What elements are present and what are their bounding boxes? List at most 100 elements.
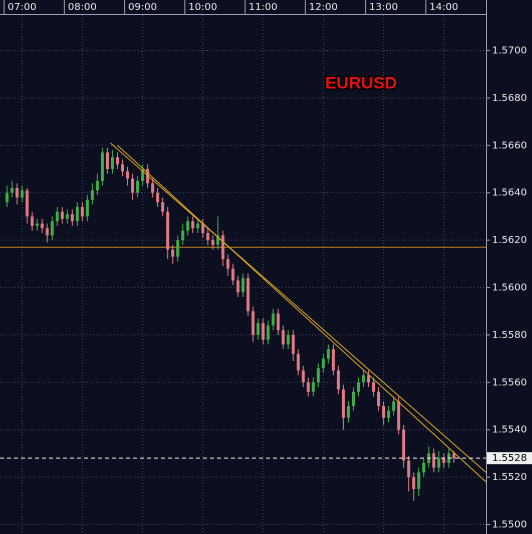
candle-body <box>110 157 114 170</box>
candle-body <box>176 240 180 257</box>
candle-body <box>221 235 225 260</box>
candle-body <box>321 358 325 369</box>
candle-body <box>367 375 371 383</box>
candle-body <box>141 169 145 181</box>
candle-body <box>156 192 160 203</box>
candle-body <box>60 211 64 219</box>
candle-body <box>100 152 104 181</box>
x-tick-label: 11:00 <box>249 2 278 13</box>
y-tick-label: 1.5620 <box>492 235 527 246</box>
candle-body <box>341 389 345 418</box>
candle-body <box>80 206 84 217</box>
candle-body <box>336 370 340 390</box>
candle-body <box>251 311 255 335</box>
candle-body <box>377 391 381 407</box>
candle-body <box>266 325 270 340</box>
candle-body <box>296 353 300 371</box>
candle-body <box>186 221 190 231</box>
candle-body <box>105 152 109 170</box>
candle-body <box>432 453 436 468</box>
candle-body <box>5 192 9 203</box>
candle-body <box>121 164 125 172</box>
y-tick-label: 1.5580 <box>492 330 527 341</box>
candle-body <box>241 278 245 293</box>
y-tick-label: 1.5640 <box>492 188 527 199</box>
candle-body <box>90 190 94 200</box>
candle-body <box>201 223 205 234</box>
x-tick-label: 13:00 <box>369 2 398 13</box>
candle-body <box>115 157 119 165</box>
candle-body <box>311 382 315 392</box>
candle-body <box>246 278 250 312</box>
candle-body <box>422 462 426 473</box>
candle-body <box>372 382 376 392</box>
x-tick-label: 10:00 <box>188 2 217 13</box>
candle-body <box>30 216 34 226</box>
candle-body <box>326 349 330 359</box>
candle-body <box>65 214 69 219</box>
y-tick-label: 1.5540 <box>492 425 527 436</box>
candle-body <box>161 202 165 212</box>
x-tick-label: 12:00 <box>309 2 338 13</box>
candle-body <box>286 334 290 345</box>
candle-body <box>211 240 215 245</box>
trendline <box>110 142 487 473</box>
candle-body <box>412 477 416 489</box>
candle-body <box>437 458 441 468</box>
candle-body <box>231 268 235 281</box>
candle-body <box>55 211 59 222</box>
candle-body <box>407 460 411 478</box>
candle-body <box>206 233 210 241</box>
candle-body <box>301 370 305 383</box>
candle-body <box>452 453 456 459</box>
candle-body <box>50 221 54 236</box>
candle-body <box>126 171 130 179</box>
candle-body <box>361 375 365 383</box>
candle-body <box>306 382 310 392</box>
y-tick-label: 1.5700 <box>492 46 527 57</box>
candle-body <box>382 406 386 418</box>
candle-body <box>35 223 39 226</box>
candle-body <box>25 190 29 217</box>
candle-body <box>256 323 260 335</box>
candle-body <box>131 178 135 193</box>
candle-body <box>442 458 446 463</box>
candle-body <box>397 401 401 430</box>
x-tick-label: 14:00 <box>429 2 458 13</box>
candle-body <box>20 190 24 198</box>
candle-body <box>45 228 49 236</box>
candle-body <box>417 472 421 489</box>
last-price-box <box>487 452 532 465</box>
candle-body <box>40 223 44 229</box>
candle-body <box>15 188 19 198</box>
y-tick-label: 1.5520 <box>492 472 527 483</box>
y-tick-label: 1.5500 <box>492 520 527 531</box>
candle-body <box>316 368 320 383</box>
candle-body <box>351 391 355 407</box>
candle-body <box>10 188 14 193</box>
candle-body <box>276 313 280 331</box>
candle-body <box>216 235 220 245</box>
candle-body <box>291 334 295 354</box>
y-tick-label: 1.5560 <box>492 377 527 388</box>
candle-body <box>171 249 175 257</box>
candle-body <box>356 382 360 392</box>
candle-body <box>261 323 265 340</box>
candle-body <box>181 230 185 241</box>
candle-body <box>226 259 230 269</box>
candle-body <box>402 429 406 461</box>
y-tick-label: 1.5680 <box>492 93 527 104</box>
candle-body <box>392 401 396 411</box>
trendline <box>117 144 487 483</box>
candle-body <box>271 313 275 326</box>
candle-body <box>196 223 200 229</box>
candle-body <box>166 211 170 250</box>
candle-body <box>281 330 285 345</box>
y-tick-label: 1.5600 <box>492 283 527 294</box>
x-tick-label: 08:00 <box>68 2 97 13</box>
x-tick-label: 09:00 <box>128 2 157 13</box>
candle-body <box>70 214 74 222</box>
chart-title: EURUSD <box>325 73 397 92</box>
